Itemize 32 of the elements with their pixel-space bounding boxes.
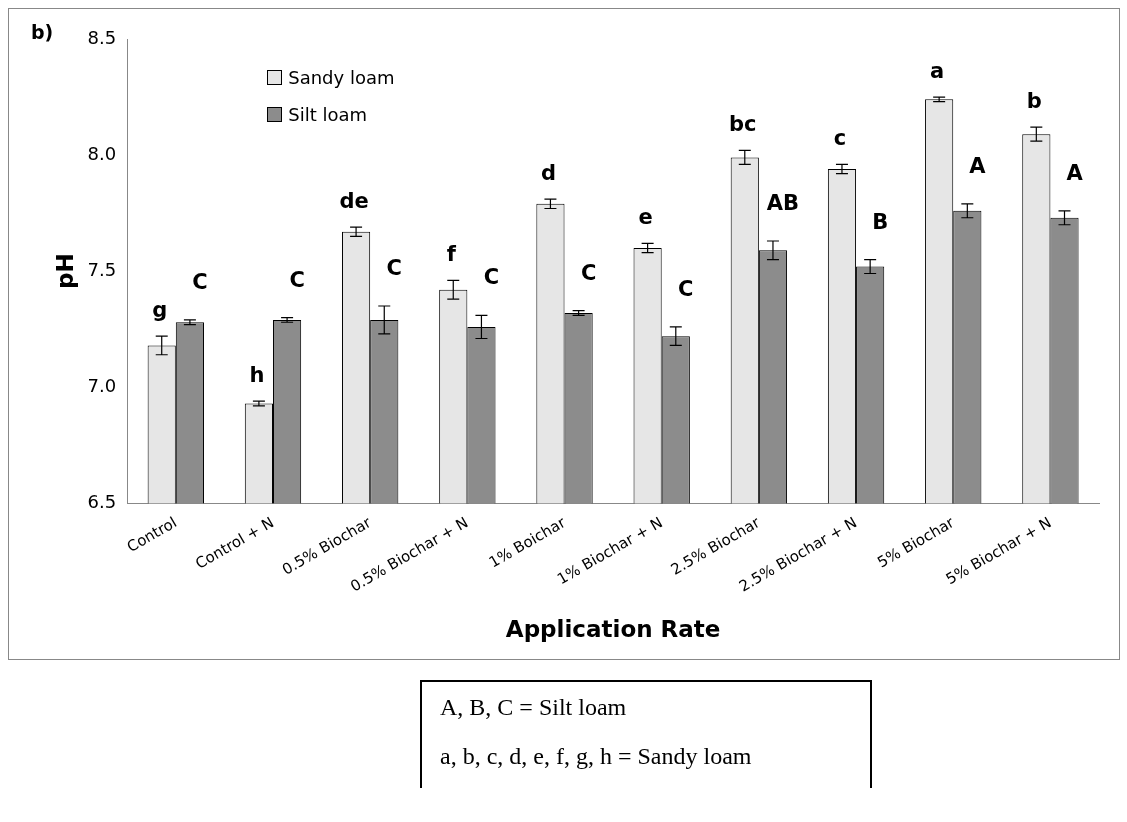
annotation: AB [766, 190, 800, 215]
annotation: g [152, 298, 168, 323]
annotation: bc [729, 112, 757, 137]
annotation: de [339, 189, 369, 214]
annotation: C [483, 265, 500, 290]
annotation: d [540, 161, 556, 186]
y-axis-title: pH [51, 253, 78, 290]
annotation: a [930, 59, 945, 83]
text: b) [31, 21, 54, 43]
annotation: b [1026, 89, 1042, 114]
annotation: C [192, 269, 208, 294]
y-tick-label: 8.0 [87, 142, 117, 164]
annotation: h [249, 363, 265, 388]
y-tick-label: 7.0 [87, 374, 117, 396]
annotation: e [638, 205, 653, 230]
text: a, b, c, d, e, f, g, h = Sandy loam [440, 743, 753, 770]
annotation: C [580, 260, 597, 285]
legend-label: Silt loam [288, 104, 368, 125]
annotation: C [386, 255, 402, 280]
y-tick-label: 8.5 [87, 26, 117, 48]
annotation: c [833, 126, 847, 151]
text: A, B, C = Silt loam [440, 694, 628, 721]
y-tick-label: 7.5 [87, 258, 117, 280]
y-tick-label: 6.5 [87, 491, 117, 513]
annotation: B [872, 209, 889, 234]
annotation: A [1066, 160, 1084, 185]
legend-label: Sandy loam [288, 67, 395, 88]
annotation: C [289, 267, 305, 292]
annotation: A [969, 153, 987, 178]
x-axis-title: Application Rate [505, 616, 721, 643]
annotation: f [446, 242, 457, 267]
annotation: C [678, 276, 694, 301]
